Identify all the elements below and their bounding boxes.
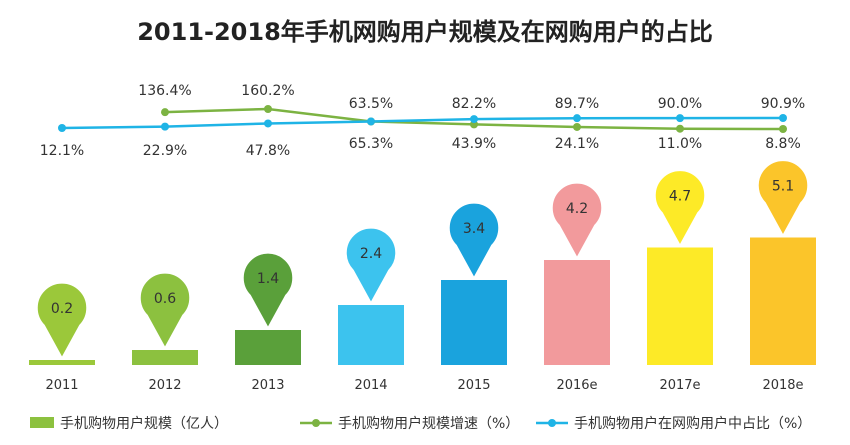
growth-data-label: 11.0% (658, 136, 702, 152)
bar-value-marker (551, 182, 603, 260)
growth-data-label: 65.3% (349, 136, 393, 152)
growth-point (161, 108, 169, 117)
bar (338, 305, 404, 365)
legend-marker-share (548, 419, 556, 427)
bar (235, 330, 301, 365)
growth-data-label: 24.1% (555, 136, 599, 152)
share-data-label: 63.5% (349, 96, 393, 112)
bar-data-label: 5.1 (772, 179, 794, 195)
share-data-label: 22.9% (143, 143, 187, 159)
growth-point (779, 125, 787, 133)
bar (750, 237, 816, 365)
bar (29, 360, 95, 365)
bar-value-marker (242, 252, 294, 330)
share-data-label: 89.7% (555, 96, 599, 112)
x-tick-label: 2011 (45, 378, 78, 393)
legend-label-share: 手机购物用户在网购用户中占比（%） (574, 415, 811, 432)
bar-value-marker (448, 202, 500, 280)
share-data-label: 82.2% (452, 96, 496, 112)
x-tick-label: 2015 (457, 378, 490, 393)
bar-data-label: 4.7 (669, 189, 691, 205)
x-tick-label: 2012 (148, 378, 181, 393)
share-point (470, 115, 478, 124)
share-point (573, 114, 581, 123)
bar (132, 350, 198, 365)
legend-label-growth: 手机购物用户规模增速（%） (338, 415, 519, 432)
legend-swatch-bar (30, 417, 54, 428)
bar-value-marker (654, 169, 706, 248)
bar-data-label: 3.4 (463, 221, 485, 237)
bar-value-marker (36, 282, 88, 360)
growth-data-label: 136.4% (138, 83, 191, 99)
bar-data-label: 0.6 (154, 291, 176, 307)
share-point (58, 124, 66, 132)
share-point (779, 114, 787, 122)
share-data-label: 90.0% (658, 96, 702, 112)
legend-marker-growth (312, 419, 320, 427)
share-point (676, 114, 684, 123)
bar (544, 260, 610, 365)
x-tick-label: 2017e (659, 378, 700, 393)
bar-data-label: 1.4 (257, 271, 279, 287)
bar-value-marker (757, 159, 809, 238)
bar-data-label: 0.2 (51, 301, 73, 317)
share-point (367, 117, 375, 126)
share-line (61, 116, 784, 130)
growth-data-label: 8.8% (765, 136, 801, 152)
legend-label-bar: 手机购物用户规模（亿人） (60, 415, 228, 432)
x-tick-label: 2016e (556, 378, 597, 393)
x-tick-label: 2014 (354, 378, 387, 393)
growth-data-label: 43.9% (452, 136, 496, 152)
bar (441, 280, 507, 365)
bar-data-label: 2.4 (360, 246, 382, 262)
x-tick-label: 2018e (762, 378, 803, 393)
share-data-label: 12.1% (40, 143, 84, 159)
growth-point (573, 122, 581, 131)
bar-data-label: 4.2 (566, 201, 588, 217)
share-point (264, 119, 272, 128)
share-data-label: 90.9% (761, 96, 805, 112)
growth-point (676, 124, 684, 133)
x-tick-label: 2013 (251, 378, 284, 393)
share-data-label: 47.8% (246, 143, 290, 159)
chart-title: 2011-2018年手机网购用户规模及在网购用户的占比 (137, 18, 713, 46)
growth-data-label: 160.2% (241, 83, 294, 99)
bar (647, 247, 713, 365)
bar-value-marker (345, 227, 397, 305)
share-point (161, 122, 169, 131)
bar-value-marker (139, 272, 191, 350)
growth-point (264, 105, 272, 113)
